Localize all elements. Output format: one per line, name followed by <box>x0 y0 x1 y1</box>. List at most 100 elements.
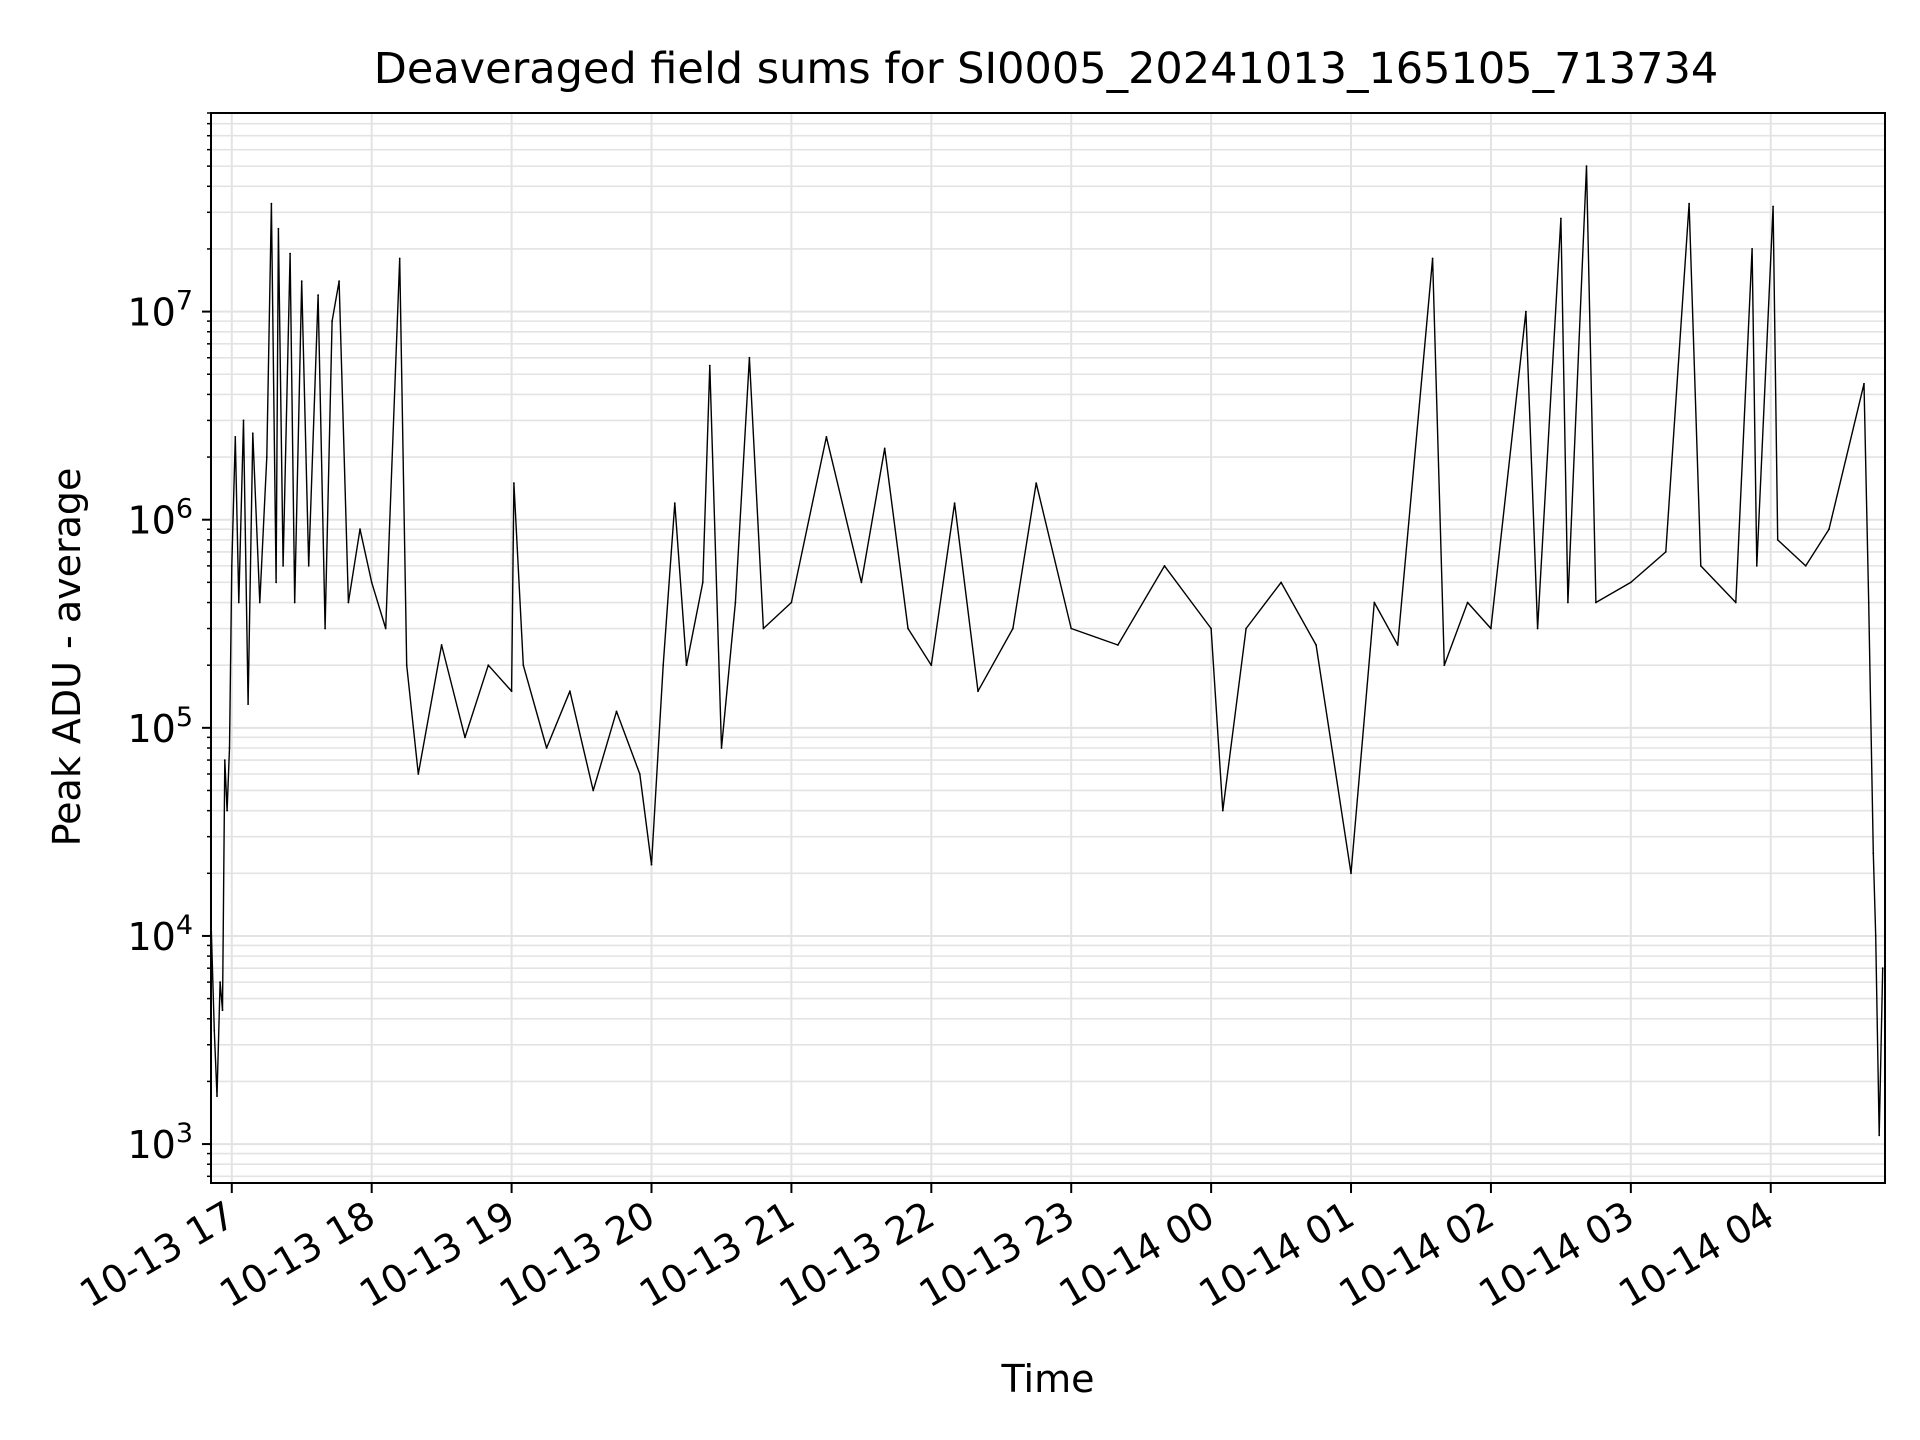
data-point <box>226 809 229 812</box>
data-point <box>1035 482 1038 484</box>
data-point <box>234 436 237 438</box>
data-point <box>907 627 909 630</box>
data-point <box>417 773 420 775</box>
data-point <box>223 759 226 761</box>
data-point <box>440 644 443 646</box>
y-tick-label: 106 <box>127 494 193 543</box>
data-point <box>1396 644 1399 646</box>
data-point <box>662 664 665 667</box>
data-point <box>513 482 515 484</box>
data-point <box>1828 528 1830 531</box>
y-tick-label: 105 <box>127 702 193 751</box>
y-tick-label: 107 <box>127 286 193 335</box>
grid-lines <box>211 112 1885 1183</box>
data-point <box>258 601 261 604</box>
data-point <box>307 565 310 567</box>
data-point <box>359 528 361 531</box>
data-point <box>398 257 401 260</box>
data-point <box>883 447 886 450</box>
data-point <box>1878 1134 1881 1137</box>
data-point <box>1490 627 1492 630</box>
data-point <box>790 601 793 604</box>
data-point <box>762 627 765 630</box>
data-point <box>384 627 387 630</box>
data-point <box>545 747 548 749</box>
data-point <box>1221 809 1224 812</box>
data-point <box>277 227 280 230</box>
data-point <box>1734 601 1737 604</box>
data-point <box>1776 539 1779 541</box>
data-point <box>1350 872 1352 875</box>
data-point <box>1804 565 1807 567</box>
data-point <box>1466 601 1469 604</box>
data-point <box>1163 565 1166 567</box>
data-point <box>522 664 525 667</box>
data-point <box>953 502 956 505</box>
data-point <box>1443 664 1446 667</box>
data-point <box>748 356 751 359</box>
data-point <box>650 863 653 866</box>
data-point <box>289 252 291 255</box>
data-point <box>487 664 490 667</box>
data-point <box>1117 644 1119 646</box>
data-point <box>1874 935 1877 937</box>
data-point <box>708 364 711 367</box>
data-point <box>1863 382 1865 385</box>
data-point <box>221 1009 224 1012</box>
data-point <box>1536 627 1539 630</box>
data-point <box>1280 581 1282 584</box>
data-point <box>1560 217 1562 220</box>
data-point <box>734 601 737 604</box>
data-point <box>1688 202 1690 205</box>
data-point <box>1872 852 1875 854</box>
data-point <box>270 202 273 205</box>
data-point <box>1585 165 1588 168</box>
data-point <box>673 502 676 505</box>
data-point <box>615 710 618 713</box>
plot-frame <box>210 112 1886 1184</box>
data-point <box>1373 601 1376 604</box>
data-point <box>1881 967 1884 970</box>
data-point <box>237 601 240 604</box>
data-point <box>331 320 333 322</box>
data-point <box>347 601 350 604</box>
data-point <box>338 280 340 283</box>
data-point <box>1867 601 1870 604</box>
data-point <box>701 581 704 584</box>
data-point <box>1210 627 1212 630</box>
data-point <box>1567 601 1569 604</box>
data-point <box>685 664 688 667</box>
data-point <box>230 565 233 567</box>
data-point <box>569 690 571 693</box>
data-point <box>1431 257 1434 260</box>
data-point <box>1315 644 1317 646</box>
data-point <box>1751 248 1753 250</box>
y-axis-label: Peak ADU - average <box>45 468 89 847</box>
data-point <box>242 419 245 422</box>
data-point <box>930 664 933 667</box>
data-point <box>247 703 250 705</box>
series-line <box>210 165 1884 1137</box>
data-point <box>464 736 466 739</box>
data-point <box>1525 310 1527 313</box>
data-point <box>825 436 828 438</box>
data-point <box>282 565 284 567</box>
data-point <box>317 294 319 296</box>
data-point <box>1755 565 1758 567</box>
series-group <box>210 165 1884 1137</box>
data-point <box>213 1029 216 1032</box>
data-point <box>1595 601 1597 604</box>
data-point <box>216 1095 218 1097</box>
y-tick-label: 103 <box>127 1118 193 1167</box>
data-point <box>1699 565 1702 567</box>
data-point <box>265 456 268 458</box>
data-point <box>510 690 513 693</box>
data-point <box>592 789 595 792</box>
data-point <box>275 581 277 584</box>
data-point <box>370 581 373 584</box>
x-axis-label: Time <box>1001 1357 1095 1401</box>
data-point <box>860 581 863 584</box>
data-point <box>228 747 231 749</box>
data-point <box>720 747 723 749</box>
